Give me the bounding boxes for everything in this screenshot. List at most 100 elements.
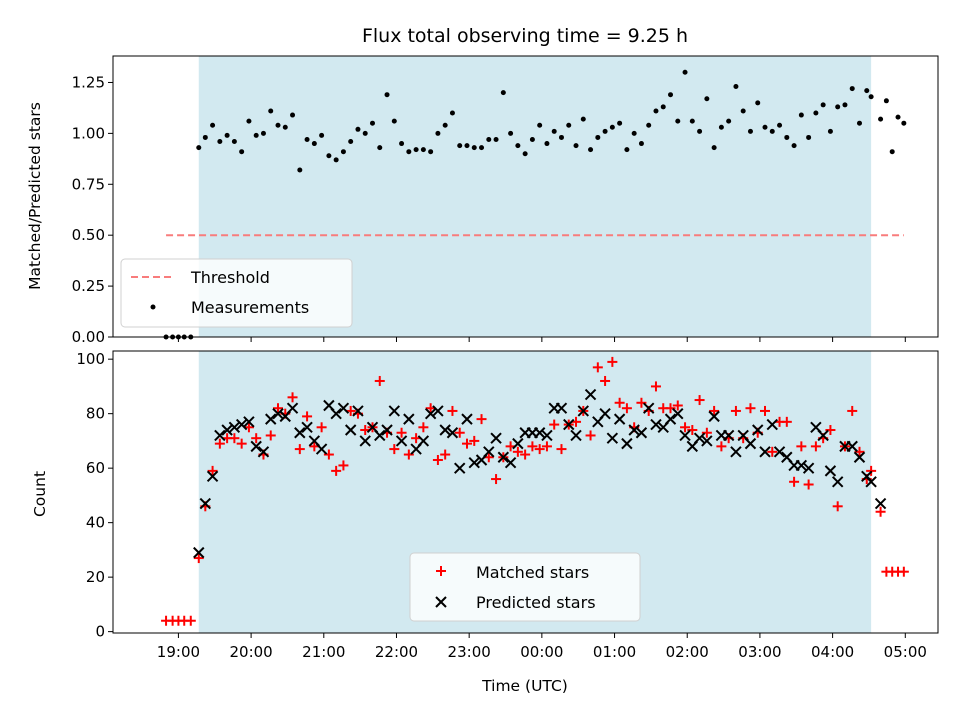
matched-star-point [193, 553, 204, 564]
measurement-point [777, 122, 783, 128]
predicted-star-point [504, 457, 517, 469]
measurement-point [362, 130, 368, 136]
measurement-point [449, 110, 455, 116]
measurement-point [253, 132, 259, 138]
bottom-legend-box [409, 552, 641, 622]
matched-star-point [454, 427, 465, 438]
measurement-point [239, 149, 245, 155]
bottom-y-tick-label: 40 [86, 514, 105, 532]
predicted-star-point [272, 407, 284, 420]
measurement-point [522, 151, 528, 157]
bottom-y-tick-label: 100 [76, 350, 105, 368]
measurement-point [442, 122, 448, 128]
top-legend: Threshold Measurements [120, 258, 353, 328]
bottom-y-tick-label: 80 [86, 405, 105, 423]
measurement-point [842, 102, 848, 108]
predicted-star-point [250, 440, 262, 453]
matched-star-point [534, 444, 545, 455]
bottom-x-tick-label: 19:00 [157, 643, 200, 661]
matched-star-point [432, 454, 443, 465]
measurement-point [508, 130, 514, 136]
matched-star-point [621, 403, 632, 414]
measurement-point [868, 94, 874, 100]
predicted-star-point [388, 405, 401, 417]
predicted-star-point [193, 546, 205, 559]
bottom-x-tick-label: 02:00 [666, 643, 709, 661]
measurement-point [217, 139, 223, 145]
matched-star-point [672, 400, 683, 411]
measurement-point [813, 110, 819, 116]
measurements-legend-label: Measurements [191, 298, 309, 317]
matched-star-point [447, 405, 458, 416]
measurement-point [246, 118, 252, 124]
predicted-star-point [395, 435, 408, 447]
measurement-point [333, 157, 339, 163]
predicted-star-point [802, 462, 815, 474]
matched-star-point [469, 435, 480, 446]
matched-star-point [701, 427, 712, 438]
measurement-point [784, 134, 790, 140]
matched-legend-swatch [436, 566, 446, 576]
matched-star-point [418, 422, 429, 433]
matched-star-point [898, 566, 909, 577]
predicted-star-point [570, 429, 582, 442]
predicted-star-point [865, 476, 877, 488]
predicted-star-point [846, 440, 858, 453]
measurement-point [399, 141, 405, 147]
matched-star-point [810, 441, 821, 452]
predicted-star-point [454, 462, 466, 474]
matched-star-point [636, 397, 647, 408]
bottom-y-tick-label: 60 [86, 459, 105, 477]
matched-star-point [585, 430, 596, 441]
top-y-axis-label: Matched/Predicted stars [26, 102, 44, 290]
matched-star-point [396, 427, 407, 438]
measurement-point [435, 130, 441, 136]
measurement-point [806, 134, 812, 140]
bottom-x-ticks: 19:00 20:00 21:00 22:00 23:00 00:00 01:00 02:00… [157, 633, 927, 661]
predicted-star-point [599, 407, 611, 420]
matched-star-point [403, 449, 414, 460]
predicted-star-point [381, 424, 393, 436]
matched-star-point [709, 405, 720, 416]
measurement-point [457, 143, 463, 149]
measurement-point [304, 136, 310, 142]
measurement-point [595, 134, 601, 140]
measurement-point [704, 96, 710, 102]
measurement-point [617, 120, 623, 126]
predicted-star-point [221, 424, 233, 436]
measurement-point [889, 149, 895, 155]
predicted-star-point [228, 421, 241, 433]
measurement-point [827, 128, 833, 134]
top-y-ticks: 0.00 0.25 0.50 0.75 1.00 1.25 [72, 73, 113, 346]
measurement-point [883, 98, 889, 104]
predicted-star-point [817, 429, 829, 442]
measurement-point [558, 134, 564, 140]
measurement-point [420, 147, 426, 153]
measurement-point [718, 124, 724, 130]
measurement-point [711, 145, 717, 151]
measurement-point [340, 149, 346, 155]
predicted-star-point [294, 427, 306, 439]
matched-star-point [512, 446, 523, 457]
bottom-y-axis-label: Count [31, 471, 49, 517]
predicted-star-point [461, 413, 473, 425]
matched-star-point [687, 425, 698, 436]
measurement-point [798, 112, 804, 118]
measurement-point [377, 145, 383, 151]
measurement-point [864, 88, 870, 94]
matched-star-point [236, 438, 247, 449]
matched-star-point [251, 433, 262, 444]
measurement-point [464, 143, 470, 149]
measurement-point [747, 128, 753, 134]
predicted-star-point [265, 413, 277, 425]
measurement-point [631, 130, 637, 136]
matched-star-point [875, 506, 886, 517]
predicted-star-point [766, 418, 778, 431]
predicted-star-point [722, 429, 735, 442]
measurement-point [355, 126, 361, 132]
matched-star-point [520, 449, 531, 460]
predicted-star-point [708, 410, 720, 423]
bottom-plot-area [161, 351, 909, 633]
measurement-point [566, 122, 572, 128]
